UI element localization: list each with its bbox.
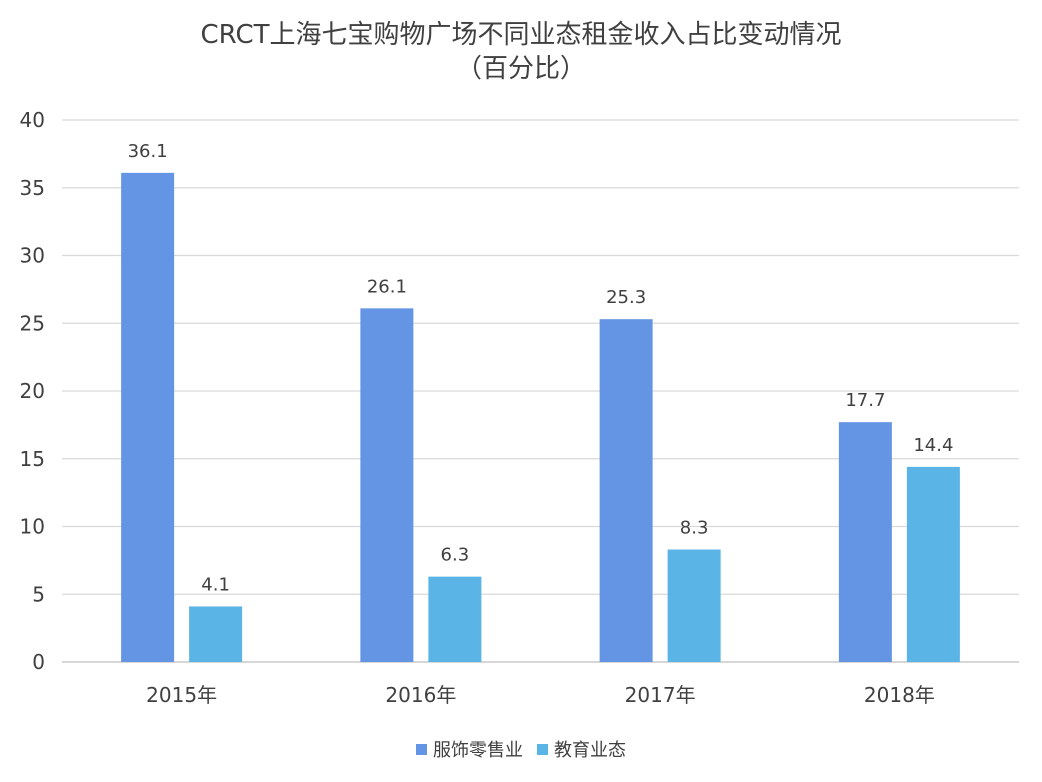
y-tick-label: 30: [20, 244, 45, 268]
chart-subtitle: （百分比）: [455, 54, 586, 84]
bar-apparel: [360, 308, 414, 662]
data-label: 4.1: [201, 574, 230, 595]
x-tick-label: 2016年: [385, 683, 456, 707]
y-tick-label: 0: [32, 650, 45, 674]
y-tick-label: 35: [20, 176, 45, 200]
y-tick-label: 15: [20, 447, 45, 471]
bar-education: [189, 606, 243, 662]
x-tick-label: 2018年: [864, 683, 935, 707]
bar-apparel: [838, 422, 892, 662]
y-tick-label: 20: [20, 379, 45, 403]
y-tick-label: 5: [32, 582, 45, 606]
x-tick-label: 2017年: [625, 683, 696, 707]
chart-title-block: CRCT上海七宝购物广场不同业态租金收入占比变动情况 （百分比）: [0, 18, 1042, 86]
legend-swatch-apparel: [416, 743, 427, 755]
data-label: 26.1: [367, 276, 407, 297]
data-label: 14.4: [913, 435, 953, 456]
data-label: 8.3: [680, 518, 709, 539]
data-label: 36.1: [128, 141, 168, 162]
legend: 服饰零售业 教育业态: [0, 736, 1042, 762]
bar-education: [906, 466, 960, 662]
bar-education: [428, 576, 482, 662]
y-tick-label: 10: [20, 515, 45, 539]
legend-label-apparel: 服饰零售业: [433, 740, 523, 761]
bar-apparel: [599, 319, 653, 662]
chart-title: CRCT上海七宝购物广场不同业态租金收入占比变动情况: [200, 20, 842, 50]
data-label: 17.7: [845, 390, 885, 411]
data-label: 6.3: [441, 545, 470, 566]
y-tick-label: 40: [20, 108, 45, 132]
legend-item-education: 教育业态: [537, 736, 626, 762]
x-tick-label: 2015年: [146, 683, 217, 707]
bar-apparel: [121, 172, 175, 662]
bar-education: [667, 549, 721, 662]
y-tick-label: 25: [20, 311, 45, 335]
legend-label-education: 教育业态: [554, 740, 626, 761]
legend-swatch-education: [537, 743, 548, 755]
legend-item-apparel: 服饰零售业: [416, 736, 523, 762]
data-label: 25.3: [606, 287, 646, 308]
